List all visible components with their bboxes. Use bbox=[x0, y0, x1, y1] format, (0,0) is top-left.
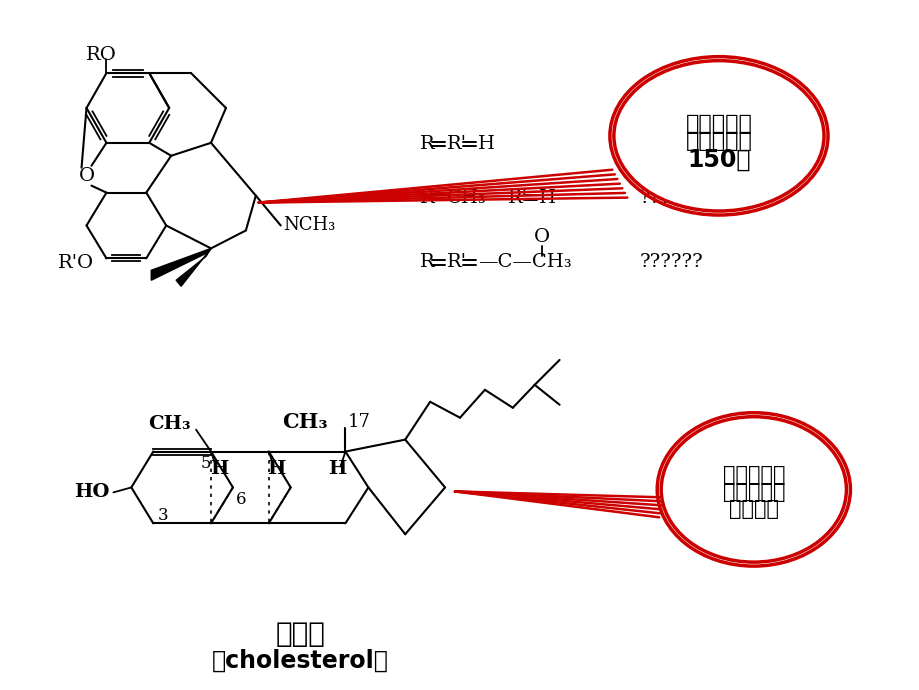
Ellipse shape bbox=[613, 61, 823, 211]
Text: NCH₃: NCH₃ bbox=[282, 217, 335, 235]
Polygon shape bbox=[176, 248, 210, 286]
Text: 150年: 150年 bbox=[686, 148, 750, 172]
Text: R': R' bbox=[447, 135, 467, 152]
Text: CH₃: CH₃ bbox=[281, 412, 327, 432]
Text: 构确定经过: 构确定经过 bbox=[721, 482, 784, 502]
Text: ??????: ?????? bbox=[639, 188, 702, 206]
Text: RO: RO bbox=[85, 46, 117, 64]
Text: 5: 5 bbox=[200, 455, 211, 472]
Text: （cholesterol）: （cholesterol） bbox=[212, 649, 389, 673]
Text: 6: 6 bbox=[235, 491, 246, 508]
Text: 吗啡的结构: 吗啡的结构 bbox=[685, 114, 752, 134]
Text: 胆固醇的结: 胆固醇的结 bbox=[721, 466, 784, 486]
Text: 胆固醇: 胆固醇 bbox=[276, 620, 325, 648]
Text: HO: HO bbox=[74, 484, 109, 502]
Text: CH₃: CH₃ bbox=[149, 415, 191, 433]
Text: R: R bbox=[420, 253, 435, 271]
Text: ??????: ?????? bbox=[639, 253, 702, 271]
Text: R': R' bbox=[447, 253, 467, 271]
Text: 了近百年: 了近百年 bbox=[728, 500, 778, 520]
Text: —C—CH₃: —C—CH₃ bbox=[477, 253, 571, 271]
Polygon shape bbox=[151, 248, 210, 280]
Text: R: R bbox=[420, 135, 435, 152]
Text: 17: 17 bbox=[347, 413, 370, 431]
Text: H: H bbox=[267, 460, 286, 478]
Text: R'O: R'O bbox=[58, 255, 95, 273]
Text: 确定经过了: 确定经过了 bbox=[685, 131, 752, 151]
Text: H: H bbox=[210, 460, 228, 478]
Text: R: R bbox=[420, 188, 435, 206]
Text: O: O bbox=[533, 228, 550, 246]
Text: CH₃: CH₃ bbox=[447, 188, 486, 206]
Text: R': R' bbox=[507, 188, 528, 206]
Text: 3: 3 bbox=[158, 507, 169, 524]
Text: H: H bbox=[539, 188, 555, 206]
Text: H: H bbox=[328, 460, 346, 478]
Text: H: H bbox=[477, 135, 494, 152]
Ellipse shape bbox=[661, 417, 845, 562]
Text: O: O bbox=[78, 167, 95, 185]
